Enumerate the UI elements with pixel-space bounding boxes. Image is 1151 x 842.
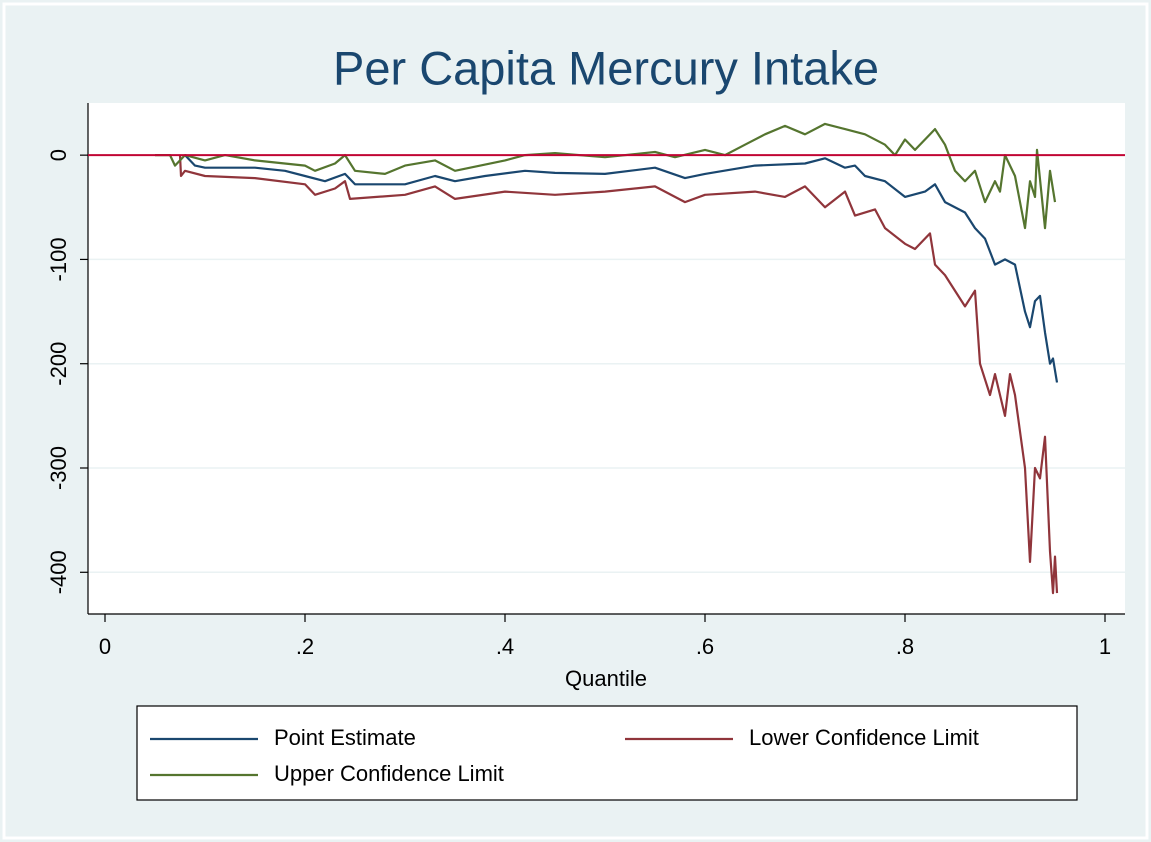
x-tick-label: 1 xyxy=(1099,634,1111,659)
x-tick-label: .2 xyxy=(296,634,314,659)
legend xyxy=(136,705,1078,801)
chart-title: Per Capita Mercury Intake xyxy=(333,41,879,94)
series-line xyxy=(178,155,1059,595)
y-tick-label: -100 xyxy=(46,237,71,281)
y-tick-label: -200 xyxy=(46,342,71,386)
x-tick-label: 0 xyxy=(99,634,111,659)
y-tick-label: -300 xyxy=(46,446,71,490)
legend-label: Point Estimate xyxy=(274,725,416,750)
x-tick-label: .4 xyxy=(496,634,514,659)
x-axis-label: Quantile xyxy=(565,666,647,691)
x-tick-label: .8 xyxy=(896,634,914,659)
series-line xyxy=(184,154,1059,383)
legend-label: Lower Confidence Limit xyxy=(749,725,979,750)
x-tick-label: .6 xyxy=(696,634,714,659)
plot-area xyxy=(88,103,1125,614)
series-line xyxy=(155,122,1057,230)
y-tick-label: 0 xyxy=(46,149,71,161)
legend-label: Upper Confidence Limit xyxy=(274,761,504,786)
y-tick-label: -400 xyxy=(46,550,71,594)
